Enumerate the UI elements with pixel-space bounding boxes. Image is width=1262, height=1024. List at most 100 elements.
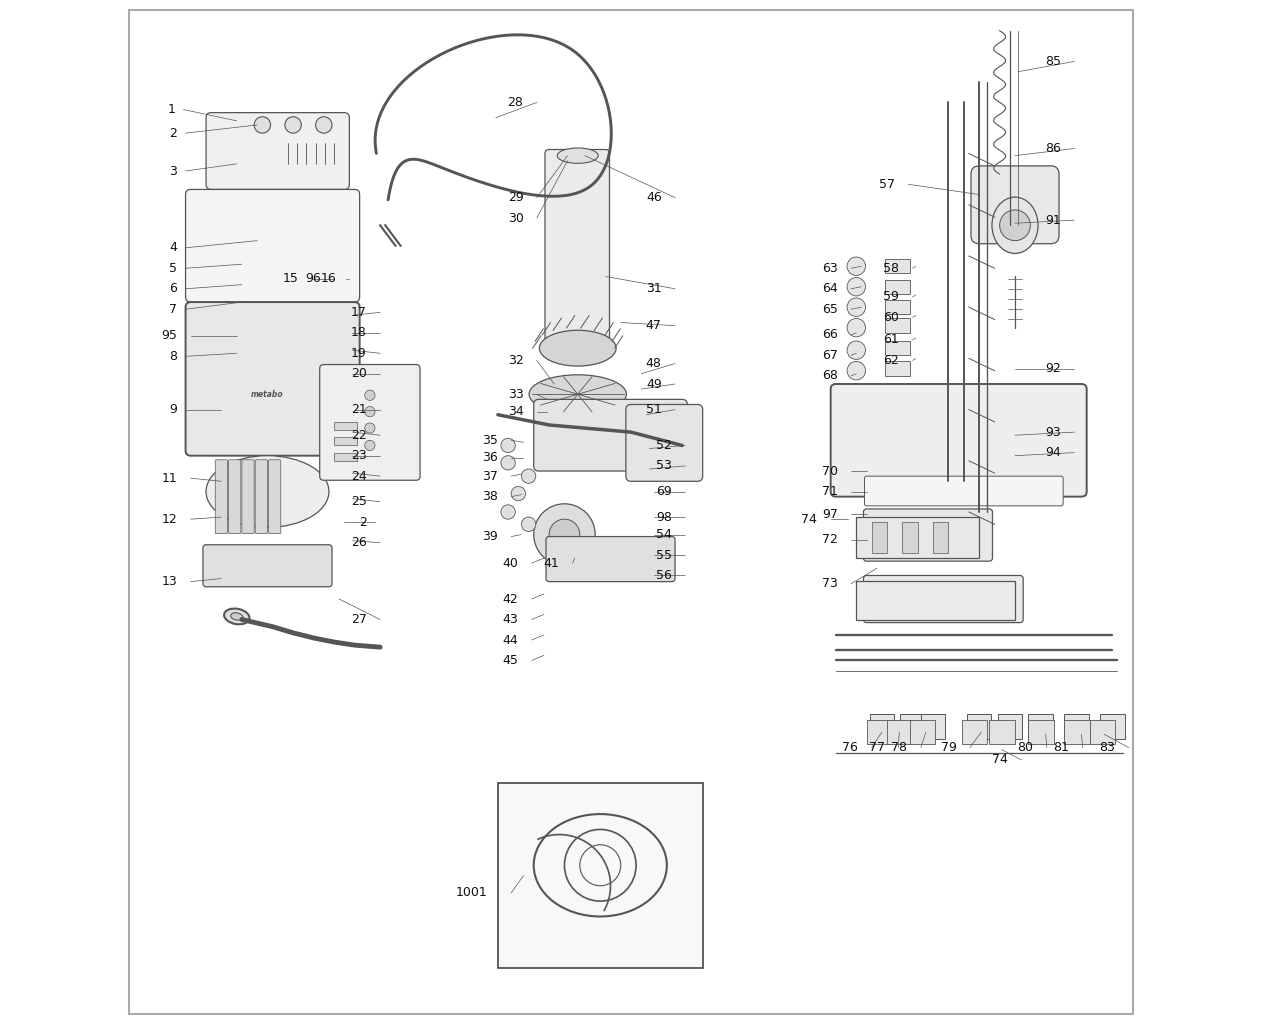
- Bar: [910, 720, 935, 744]
- Text: 3: 3: [169, 165, 178, 177]
- Bar: [1029, 720, 1054, 744]
- Circle shape: [847, 341, 866, 359]
- Bar: [885, 300, 910, 314]
- Bar: [933, 522, 949, 553]
- Text: 63: 63: [822, 262, 838, 274]
- Text: 91: 91: [1045, 214, 1061, 226]
- FancyBboxPatch shape: [863, 509, 992, 561]
- FancyBboxPatch shape: [970, 166, 1059, 244]
- Bar: [334, 422, 357, 430]
- Text: 57: 57: [880, 178, 895, 190]
- Circle shape: [365, 390, 375, 400]
- Text: 33: 33: [507, 388, 524, 400]
- FancyBboxPatch shape: [186, 189, 360, 302]
- Text: 69: 69: [656, 485, 671, 498]
- Ellipse shape: [231, 612, 242, 621]
- Text: 11: 11: [162, 472, 178, 484]
- Text: 22: 22: [351, 429, 367, 441]
- Text: 9: 9: [169, 403, 178, 416]
- Circle shape: [847, 318, 866, 337]
- Bar: [885, 259, 910, 273]
- Text: 64: 64: [822, 283, 838, 295]
- Text: 21: 21: [351, 403, 367, 416]
- Circle shape: [521, 517, 536, 531]
- Text: 4: 4: [169, 242, 178, 254]
- Text: 66: 66: [822, 329, 838, 341]
- Circle shape: [534, 504, 596, 565]
- Ellipse shape: [529, 375, 626, 414]
- FancyBboxPatch shape: [186, 302, 360, 456]
- FancyBboxPatch shape: [255, 460, 268, 534]
- Bar: [1100, 714, 1124, 739]
- Text: 26: 26: [351, 537, 367, 549]
- Circle shape: [847, 361, 866, 380]
- Bar: [857, 581, 1015, 620]
- FancyBboxPatch shape: [216, 460, 227, 534]
- Text: 46: 46: [646, 191, 661, 204]
- Circle shape: [316, 117, 332, 133]
- Text: 18: 18: [351, 327, 367, 339]
- Bar: [885, 280, 910, 294]
- Text: 85: 85: [1045, 55, 1061, 68]
- Circle shape: [254, 117, 270, 133]
- Circle shape: [847, 257, 866, 275]
- Text: 39: 39: [482, 530, 498, 543]
- FancyBboxPatch shape: [864, 476, 1063, 506]
- Text: 29: 29: [507, 191, 524, 204]
- Text: 42: 42: [502, 593, 519, 605]
- FancyBboxPatch shape: [203, 545, 332, 587]
- Text: 47: 47: [646, 319, 661, 332]
- Bar: [989, 720, 1015, 744]
- Text: 76: 76: [843, 741, 858, 754]
- Text: 19: 19: [351, 347, 367, 359]
- Bar: [1090, 720, 1116, 744]
- Text: 49: 49: [646, 378, 661, 390]
- Circle shape: [521, 469, 536, 483]
- Text: 40: 40: [502, 557, 519, 569]
- Bar: [887, 720, 912, 744]
- Text: 17: 17: [351, 306, 367, 318]
- FancyBboxPatch shape: [534, 399, 688, 471]
- Text: 72: 72: [822, 534, 838, 546]
- Text: 61: 61: [883, 334, 900, 346]
- Text: 71: 71: [822, 485, 838, 498]
- Bar: [885, 341, 910, 355]
- Text: 38: 38: [482, 490, 498, 503]
- Circle shape: [365, 423, 375, 433]
- Text: 97: 97: [822, 508, 838, 520]
- Bar: [334, 453, 357, 461]
- Text: 43: 43: [502, 613, 519, 626]
- Text: 86: 86: [1045, 142, 1061, 155]
- Text: 32: 32: [507, 354, 524, 367]
- Text: 52: 52: [656, 439, 671, 452]
- Bar: [900, 714, 925, 739]
- Text: 28: 28: [507, 96, 524, 109]
- Circle shape: [847, 298, 866, 316]
- Text: 78: 78: [891, 741, 907, 754]
- Bar: [885, 318, 910, 333]
- Text: 94: 94: [1045, 446, 1061, 459]
- FancyBboxPatch shape: [545, 150, 610, 342]
- Bar: [857, 517, 979, 558]
- Circle shape: [285, 117, 302, 133]
- Text: 74: 74: [801, 513, 818, 525]
- Ellipse shape: [225, 608, 250, 625]
- Text: 15: 15: [283, 272, 298, 285]
- Text: 56: 56: [656, 569, 671, 582]
- Ellipse shape: [206, 456, 329, 527]
- FancyBboxPatch shape: [626, 404, 703, 481]
- Text: 60: 60: [883, 311, 900, 324]
- Text: 41: 41: [544, 557, 559, 569]
- Bar: [498, 783, 703, 968]
- Circle shape: [365, 440, 375, 451]
- Text: 59: 59: [883, 291, 900, 303]
- Circle shape: [501, 438, 515, 453]
- Text: 31: 31: [646, 283, 661, 295]
- FancyBboxPatch shape: [319, 365, 420, 480]
- Text: 80: 80: [1017, 741, 1034, 754]
- Text: 1001: 1001: [456, 887, 487, 899]
- Bar: [1064, 720, 1090, 744]
- FancyBboxPatch shape: [830, 384, 1087, 497]
- Text: 96: 96: [305, 272, 321, 285]
- FancyBboxPatch shape: [228, 460, 241, 534]
